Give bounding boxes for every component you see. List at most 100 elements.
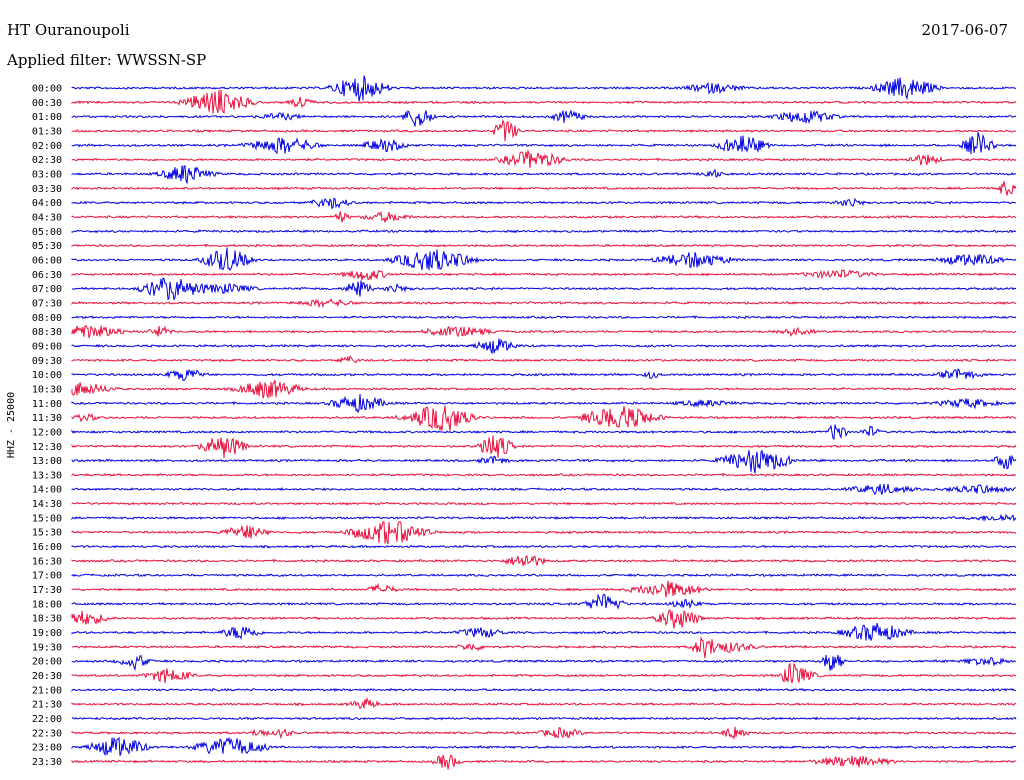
- trace-line: [71, 544, 1017, 549]
- trace-line: [71, 379, 1017, 400]
- row-time-label: 10:00: [32, 370, 62, 381]
- trace-line: [71, 75, 1017, 102]
- row-time-label: 18:00: [32, 599, 62, 610]
- trace-line: [71, 716, 1017, 721]
- trace-line: [71, 609, 1017, 629]
- trace-line: [71, 338, 1017, 355]
- row-time-label: 20:30: [32, 671, 62, 682]
- row-time-label: 11:00: [32, 399, 62, 410]
- row-time-label: 03:30: [32, 184, 62, 195]
- row-time-label: 21:30: [32, 700, 62, 711]
- trace-line: [71, 736, 1017, 757]
- row-time-label: 03:00: [32, 169, 62, 180]
- row-time-label: 19:30: [32, 642, 62, 653]
- trace-line: [71, 197, 1017, 210]
- trace-line: [72, 636, 1017, 659]
- trace-line: [71, 165, 1017, 185]
- row-time-label: 17:30: [32, 585, 62, 596]
- row-time-label: 20:00: [32, 657, 62, 668]
- trace-line: [71, 269, 1017, 281]
- trace-line: [71, 726, 1016, 741]
- row-time-label: 00:00: [32, 84, 62, 95]
- trace-line: [71, 687, 1016, 692]
- row-time-label: 01:00: [32, 112, 62, 123]
- trace-line: [71, 662, 1017, 684]
- row-time-label: 07:00: [32, 284, 62, 295]
- row-time-label: 14:00: [32, 485, 62, 496]
- row-time-label: 13:00: [32, 456, 62, 467]
- row-time-label: 08:30: [32, 327, 62, 338]
- row-time-label: 02:00: [32, 141, 62, 152]
- trace-line: [71, 521, 1017, 545]
- trace-line: [71, 501, 1017, 506]
- station-name: HT Ouranoupoli: [7, 21, 130, 39]
- trace-line: [71, 368, 1017, 382]
- row-time-label: 05:00: [32, 227, 62, 238]
- trace-line: [71, 355, 1017, 364]
- filter-label: Applied filter: WWSSN-SP: [7, 51, 207, 69]
- row-time-label: 17:00: [32, 571, 62, 582]
- y-axis-label-text: HHZ - 25000: [6, 392, 17, 458]
- row-time-label: 06:00: [32, 255, 62, 266]
- y-axis-label: HHZ - 25000: [6, 392, 17, 458]
- trace-line: [71, 435, 1017, 459]
- trace-line: [71, 393, 1017, 414]
- row-time-label: 04:30: [32, 212, 62, 223]
- trace-line: [71, 324, 1017, 339]
- trace-line: [71, 149, 1017, 169]
- trace-line: [71, 243, 1017, 248]
- trace-line: [71, 247, 1017, 271]
- row-time-label: 11:30: [32, 413, 62, 424]
- trace-line: [71, 580, 1017, 598]
- trace-line: [71, 573, 1017, 578]
- row-time-label: 14:30: [32, 499, 62, 510]
- row-time-label: 09:00: [32, 341, 62, 352]
- row-time-label: 23:00: [32, 743, 62, 754]
- row-time-label: 01:30: [32, 126, 62, 137]
- trace-line: [71, 229, 1017, 234]
- trace-line: [71, 118, 1017, 142]
- row-time-label: 07:30: [32, 298, 62, 309]
- trace-line: [71, 555, 1017, 566]
- trace-line: [71, 513, 1017, 522]
- row-time-label: 10:30: [32, 384, 62, 395]
- trace-line: [71, 210, 1017, 223]
- record-date: 2017-06-07: [921, 21, 1008, 39]
- trace-line: [71, 593, 1017, 610]
- row-time-label: 15:30: [32, 528, 62, 539]
- row-time-label: 12:30: [32, 442, 62, 453]
- row-time-label: 21:00: [32, 685, 62, 696]
- trace-line: [71, 754, 1017, 770]
- row-time-label: 22:30: [32, 728, 62, 739]
- row-time-label: 06:30: [32, 270, 62, 281]
- trace-line: [71, 697, 1017, 710]
- row-time-label: 19:00: [32, 628, 62, 639]
- row-time-label: 05:30: [32, 241, 62, 252]
- trace-line: [71, 89, 1017, 115]
- row-time-label: 13:30: [32, 470, 62, 481]
- row-time-label: 23:30: [32, 757, 62, 768]
- trace-line: [71, 424, 1017, 441]
- row-time-label: 15:00: [32, 513, 62, 524]
- trace-line: [71, 449, 1017, 474]
- row-time-label: 16:00: [32, 542, 62, 553]
- trace-line: [71, 405, 1017, 432]
- trace-line: [71, 483, 1017, 496]
- row-time-label: 16:30: [32, 556, 62, 567]
- row-time-label: 22:00: [32, 714, 62, 725]
- row-time-label: 00:30: [32, 98, 62, 109]
- row-time-label: 18:30: [32, 614, 62, 625]
- trace-line: [71, 622, 1017, 641]
- trace-line: [71, 472, 1017, 477]
- trace-rows: 00:00 00:30 01:00 01:30 02:00 02:30 03:00 03:30…: [32, 75, 1017, 770]
- trace-line: [71, 277, 1017, 301]
- row-time-label: 04:00: [32, 198, 62, 209]
- trace-line: [71, 298, 1017, 309]
- row-time-label: 02:30: [32, 155, 62, 166]
- trace-line: [71, 315, 1017, 320]
- row-time-label: 12:00: [32, 427, 62, 438]
- row-time-label: 09:30: [32, 356, 62, 367]
- trace-line: [71, 109, 1017, 127]
- row-time-label: 08:00: [32, 313, 62, 324]
